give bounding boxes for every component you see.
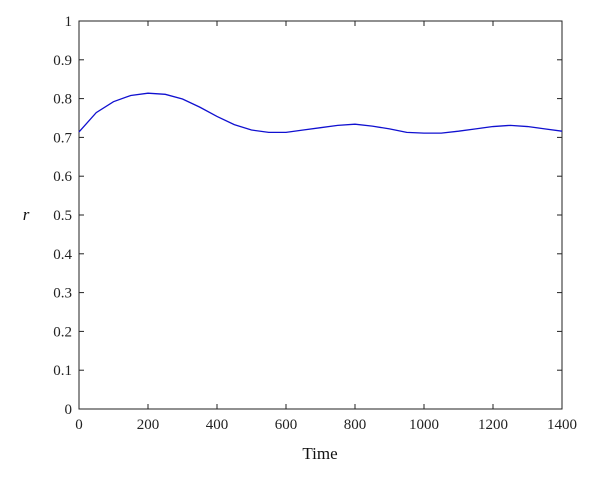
y-tick-label: 0.5 — [53, 208, 72, 224]
y-tick-label: 0.4 — [53, 247, 72, 263]
y-axis-label: r — [23, 205, 30, 224]
tick-labels: 0 200 400 600 800 1000 1200 1400 0 0.1 0.2 0.3 0.4 0.… — [53, 14, 577, 433]
x-axis-label: Time — [302, 444, 337, 463]
plot-area — [78, 20, 563, 410]
y-tick-label: 0.6 — [53, 169, 72, 185]
series-group — [78, 92, 563, 134]
x-tick-label: 1200 — [478, 417, 508, 433]
x-tick-label: 1000 — [409, 417, 439, 433]
x-tick-label: 0 — [75, 417, 83, 433]
y-tick-label: 1 — [65, 14, 73, 30]
y-tick-label: 0.9 — [53, 53, 72, 69]
y-tick-label: 0.3 — [53, 286, 72, 302]
y-tick-label: 0.2 — [53, 324, 72, 340]
x-tick-label: 1400 — [547, 417, 577, 433]
series-line — [78, 92, 563, 134]
y-tick-label: 0.7 — [53, 130, 72, 146]
ticks — [78, 20, 563, 410]
x-tick-label: 400 — [206, 417, 229, 433]
x-tick-label: 600 — [275, 417, 298, 433]
y-tick-label: 0.1 — [53, 363, 72, 379]
y-tick-label: 0 — [65, 402, 73, 418]
y-tick-label: 0.8 — [53, 92, 72, 108]
x-tick-label: 200 — [137, 417, 160, 433]
x-tick-label: 800 — [344, 417, 367, 433]
